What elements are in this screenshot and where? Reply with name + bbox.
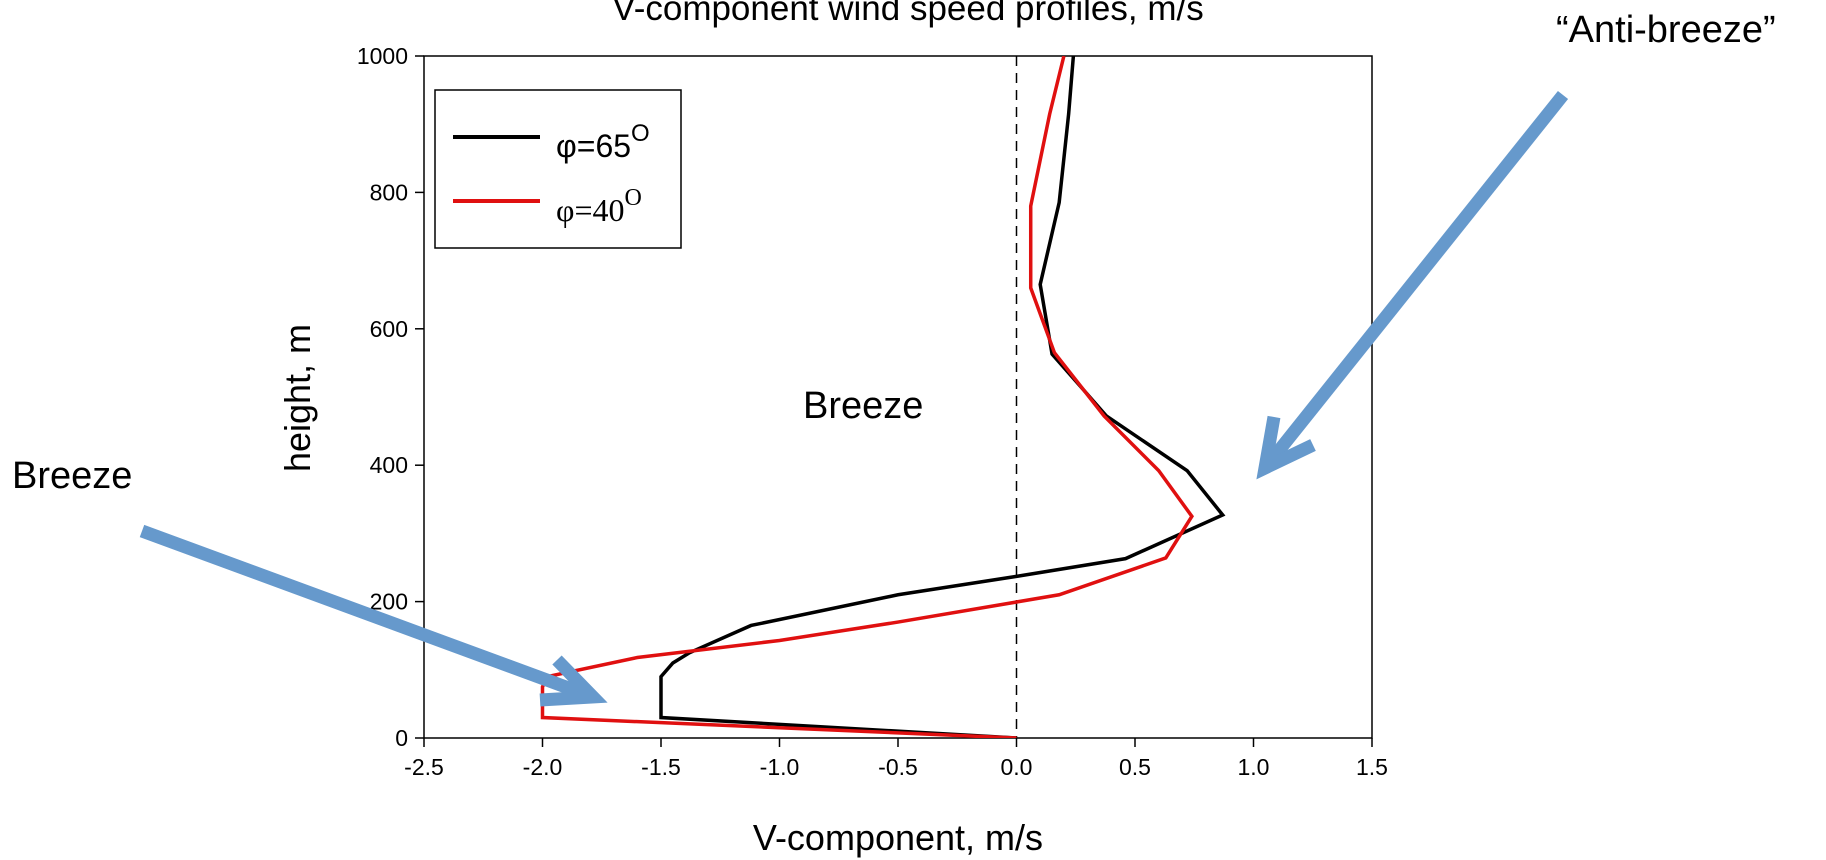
y-tick-label: 600 [370,316,408,342]
anti-breeze-arrow-shaft [1259,90,1569,473]
anti-breeze-label: “Anti-breeze” [1556,9,1776,51]
annotation-arrows [139,90,1569,707]
anti-breeze-arrow-head [1256,415,1316,480]
x-tick-label: 0.5 [1119,754,1151,780]
x-tick-label: 0.0 [1001,754,1033,780]
legend-label-phi-40: φ=40O [556,185,642,228]
x-tick-label: -1.5 [641,754,681,780]
breeze-label-inside: Breeze [803,385,923,427]
x-tick-label: 1.0 [1238,754,1270,780]
y-tick-label: 0 [395,725,408,751]
series-line-phi-40 [540,56,1194,738]
breeze-arrow-head [539,655,608,707]
legend-label-phi-65-name: φ=65 [556,128,631,164]
series-line-phi-65 [659,56,1226,738]
legend-label-phi-40-superscript: O [625,185,642,211]
x-axis: -2.5 -2.0 -1.5 -1.0 -0.5 0.0 0.5 1.0 1.5 [404,738,1388,780]
y-tick-label: 400 [370,452,408,478]
legend-label-phi-65: φ=65O [556,120,650,164]
chart-title: V-component wind speed profiles, m/s [612,0,1203,28]
x-tick-label: -2.5 [404,754,444,780]
y-tick-label: 800 [370,179,408,205]
legend-label-phi-65-superscript: O [631,120,650,147]
breeze-label-outside: Breeze [12,455,132,497]
legend: φ=65O φ=40O [434,89,682,249]
x-tick-label: 1.5 [1356,754,1388,780]
breeze-arrow-shaft [139,524,596,704]
x-tick-label: -1.0 [760,754,800,780]
y-tick-label: 1000 [357,43,408,69]
x-tick-label: -2.0 [523,754,563,780]
legend-label-phi-40-name: φ=40 [556,192,625,228]
x-axis-label: V-component, m/s [753,817,1043,858]
y-axis-label: height, m [277,324,318,472]
x-tick-label: -0.5 [878,754,918,780]
legend-box [434,89,682,249]
